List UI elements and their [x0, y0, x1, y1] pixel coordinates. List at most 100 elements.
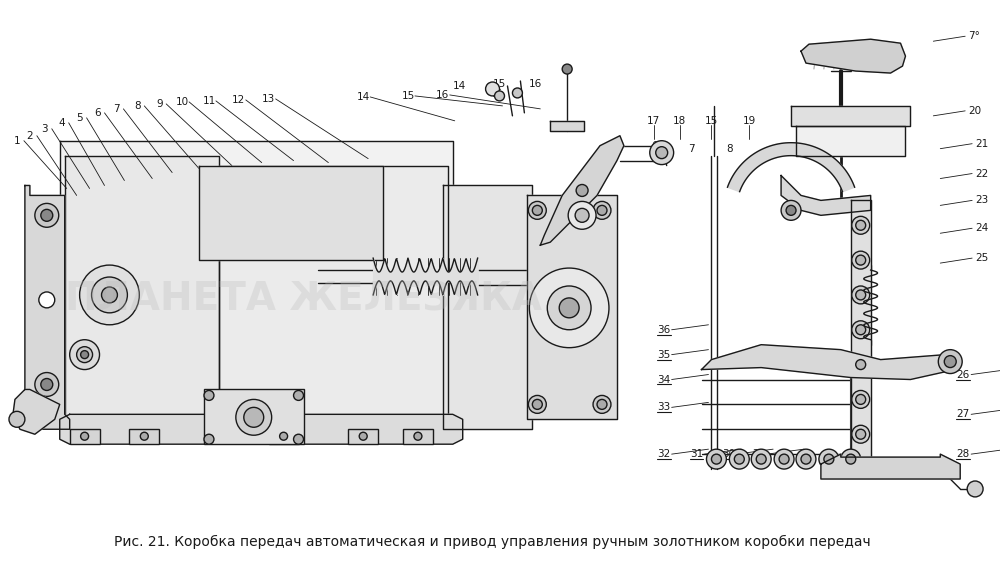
Circle shape: [528, 395, 546, 413]
Text: 22: 22: [975, 168, 988, 178]
Circle shape: [841, 449, 861, 469]
Circle shape: [236, 399, 272, 435]
Polygon shape: [65, 155, 219, 425]
Polygon shape: [796, 126, 905, 155]
Circle shape: [852, 321, 870, 339]
Circle shape: [294, 434, 304, 444]
Circle shape: [819, 449, 839, 469]
Text: 1: 1: [14, 136, 20, 146]
Text: 23: 23: [975, 195, 988, 205]
Text: Рис. 21. Коробка передач автоматическая и привод управления ручным золотником ко: Рис. 21. Коробка передач автоматическая …: [114, 535, 871, 549]
Circle shape: [856, 255, 866, 265]
Circle shape: [562, 64, 572, 74]
Polygon shape: [199, 166, 383, 260]
Circle shape: [774, 449, 794, 469]
Text: 21: 21: [975, 138, 988, 149]
Circle shape: [593, 202, 611, 220]
Circle shape: [140, 432, 148, 440]
Circle shape: [280, 432, 288, 440]
Text: 28: 28: [957, 449, 970, 459]
Bar: [403, 429, 433, 444]
Circle shape: [593, 395, 611, 413]
Circle shape: [9, 412, 25, 427]
Text: 7: 7: [688, 144, 695, 154]
Text: 33: 33: [657, 403, 670, 412]
Polygon shape: [550, 121, 584, 131]
Circle shape: [711, 454, 721, 464]
Text: 17: 17: [647, 116, 660, 126]
Text: 30: 30: [722, 449, 735, 459]
Circle shape: [734, 454, 744, 464]
Text: 26: 26: [957, 369, 970, 379]
Circle shape: [559, 298, 579, 318]
Text: 7°: 7°: [968, 31, 980, 41]
Text: 15: 15: [401, 91, 415, 101]
Circle shape: [938, 350, 962, 373]
Text: 4: 4: [58, 118, 65, 128]
Text: 24: 24: [975, 224, 988, 233]
Circle shape: [751, 449, 771, 469]
Text: 20: 20: [968, 106, 981, 116]
Bar: [129, 429, 159, 444]
Text: 27: 27: [957, 409, 970, 419]
Text: 14: 14: [357, 92, 370, 102]
Circle shape: [294, 391, 304, 400]
Polygon shape: [791, 106, 910, 126]
Circle shape: [81, 351, 89, 359]
Polygon shape: [527, 195, 617, 419]
Circle shape: [597, 399, 607, 409]
Text: 15: 15: [705, 116, 718, 126]
Circle shape: [801, 454, 811, 464]
Text: 6: 6: [651, 141, 658, 151]
Circle shape: [204, 434, 214, 444]
Polygon shape: [801, 39, 905, 73]
Text: 32: 32: [657, 449, 670, 459]
Text: 8: 8: [726, 144, 733, 154]
Circle shape: [528, 202, 546, 220]
Circle shape: [414, 432, 422, 440]
Text: 25: 25: [975, 253, 988, 263]
Circle shape: [512, 88, 522, 98]
Circle shape: [967, 481, 983, 497]
Text: 9: 9: [156, 99, 163, 109]
Text: ПЛАНЕТА ЖЕЛЕЗЯКА: ПЛАНЕТА ЖЕЛЕЗЯКА: [65, 281, 542, 319]
Circle shape: [852, 251, 870, 269]
Circle shape: [80, 265, 139, 325]
Bar: [269, 429, 299, 444]
Text: 35: 35: [657, 350, 670, 360]
Polygon shape: [443, 185, 532, 429]
Circle shape: [35, 373, 59, 396]
Text: 3: 3: [41, 124, 48, 134]
Polygon shape: [13, 390, 60, 434]
Circle shape: [81, 432, 89, 440]
Text: 11: 11: [202, 96, 216, 106]
Circle shape: [856, 360, 866, 369]
Bar: [70, 429, 100, 444]
Circle shape: [706, 449, 726, 469]
Text: 29: 29: [753, 449, 766, 459]
Circle shape: [597, 205, 607, 215]
Text: 7: 7: [113, 104, 120, 114]
Polygon shape: [60, 414, 463, 444]
Text: 31: 31: [690, 449, 703, 459]
Circle shape: [756, 454, 766, 464]
Circle shape: [852, 425, 870, 443]
Circle shape: [824, 454, 834, 464]
Circle shape: [39, 292, 55, 308]
Polygon shape: [25, 185, 70, 429]
Polygon shape: [219, 166, 448, 429]
Text: 34: 34: [657, 374, 670, 385]
Circle shape: [41, 209, 53, 221]
Text: 6: 6: [94, 108, 101, 118]
Circle shape: [856, 325, 866, 335]
Text: 2: 2: [27, 131, 33, 141]
Bar: [348, 429, 378, 444]
Circle shape: [852, 216, 870, 234]
Circle shape: [568, 202, 596, 229]
Circle shape: [244, 408, 264, 427]
Circle shape: [944, 356, 956, 368]
Text: 8: 8: [134, 101, 141, 111]
Circle shape: [486, 82, 500, 96]
Circle shape: [796, 449, 816, 469]
Circle shape: [856, 290, 866, 300]
